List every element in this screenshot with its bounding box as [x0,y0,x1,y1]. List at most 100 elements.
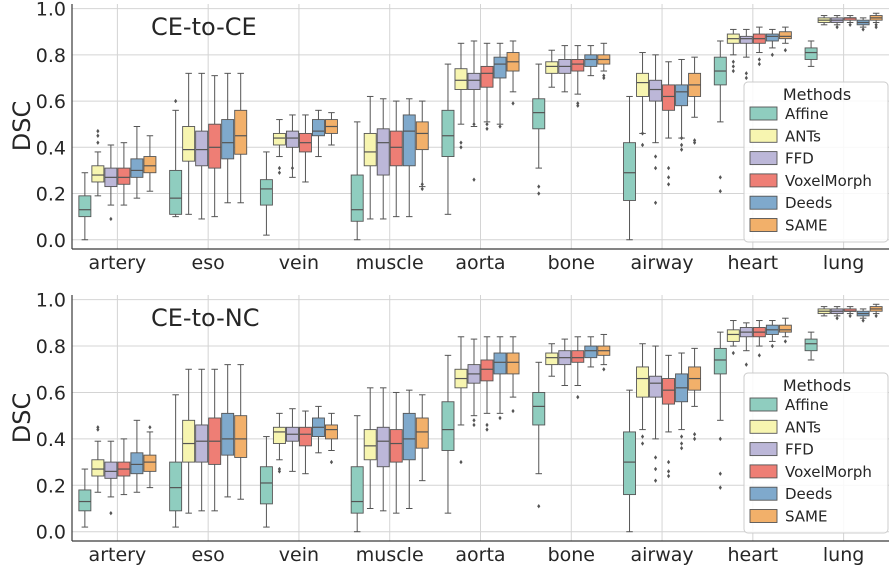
box-deeds-artery [130,419,144,493]
box-deeds-muscle [402,389,416,510]
box-iqr [480,359,494,382]
box-voxelmorph-eso [208,368,222,512]
legend-swatch-ants [749,128,778,143]
y-tick-label: 0.0 [36,522,66,544]
box-iqr [117,167,131,185]
x-tick-label: heart [728,252,779,274]
outlier-point [666,459,671,465]
box-ants-airway [636,52,649,148]
box-affine-muscle [350,121,364,241]
outlier-point [783,339,787,344]
x-tick-label: eso [192,252,225,274]
box-iqr [221,412,235,456]
x-tick-label: heart [728,544,779,566]
box-voxelmorph-lung [843,306,857,319]
box-iqr [726,329,740,342]
outlier-point [602,73,606,78]
box-same-airway [688,56,702,145]
legend-label-voxelmorph: VoxelMorph [785,172,872,190]
box-iqr [506,352,520,375]
outlier-point [109,216,113,222]
legend-swatch-same [749,509,778,523]
outlier-point [666,165,671,171]
outlier-point [770,343,774,349]
box-affine-airway [623,95,636,241]
box-same-muscle [415,394,429,482]
outlier-point [653,478,658,483]
box-affine-eso [169,98,183,218]
box-iqr [104,461,118,479]
box-iqr [584,54,598,67]
box-iqr [778,31,792,40]
box-deeds-lung [856,17,870,32]
outlier-point [96,140,100,145]
box-iqr [493,56,507,79]
box-iqr [272,426,286,444]
box-voxelmorph-heart [752,26,766,67]
outlier-point [744,362,748,367]
legend-swatch-deeds [749,195,778,210]
outlier-point [290,165,295,171]
legend-label-ants: ANTs [785,418,821,436]
box-iqr [363,429,377,461]
y-tick-label: 1.0 [36,0,66,21]
outlier-point [640,434,645,439]
x-tick-label: muscle [356,544,424,566]
box-affine-aorta [441,63,455,215]
box-affine-eso [169,394,183,528]
outlier-point [848,313,852,319]
box-affine-vein [259,436,273,528]
x-tick-label: muscle [356,252,424,274]
legend-label-affine: Affine [785,105,829,123]
box-iqr [130,452,144,475]
outlier-point [861,318,865,323]
box-iqr [480,65,494,88]
outlier-point [653,455,658,460]
box-iqr [285,130,299,148]
box-voxelmorph-bone [571,336,585,400]
box-iqr [208,123,222,169]
outlier-point [576,394,580,400]
outlier-point [277,170,282,175]
box-iqr [91,165,105,183]
box-affine-airway [623,389,636,533]
box-ffd-airway [649,345,663,483]
y-tick-label: 0.6 [36,382,66,404]
box-same-lung [869,303,883,319]
x-tick-label: lung [823,252,864,274]
outlier-point [653,165,658,171]
box-iqr [78,489,92,512]
legend-label-voxelmorph: VoxelMorph [785,463,872,481]
box-iqr [804,47,818,60]
box-deeds-heart [765,320,779,349]
legend-box [743,372,889,534]
box-voxelmorph-aorta [480,42,494,132]
box-affine-bone [532,361,546,509]
outlier-point [640,131,645,136]
legend-swatch-ffd [749,442,778,457]
box-affine-bone [532,63,546,196]
box-ants-artery [91,128,105,197]
box-voxelmorph-artery [117,438,131,496]
box-iqr [415,121,429,151]
outlier-point [498,124,502,129]
legend-swatch-voxelmorph [749,173,778,188]
box-affine-heart [713,40,727,194]
box-iqr [272,132,286,146]
x-tick-label: airway [630,544,693,566]
outlier-point [511,101,515,106]
box-iqr [182,126,196,162]
outlier-point [757,61,761,67]
outlier-point [874,313,878,319]
y-tick-label: 0.4 [36,137,66,159]
box-iqr [571,350,585,363]
box-iqr [350,466,364,514]
outlier-point [757,57,761,62]
outlier-point [874,22,878,28]
legend-swatch-voxelmorph [749,464,778,479]
legend-swatch-same [749,218,778,232]
box-same-bone [597,42,611,81]
box-iqr [804,338,818,352]
box-deeds-lung [856,308,870,323]
